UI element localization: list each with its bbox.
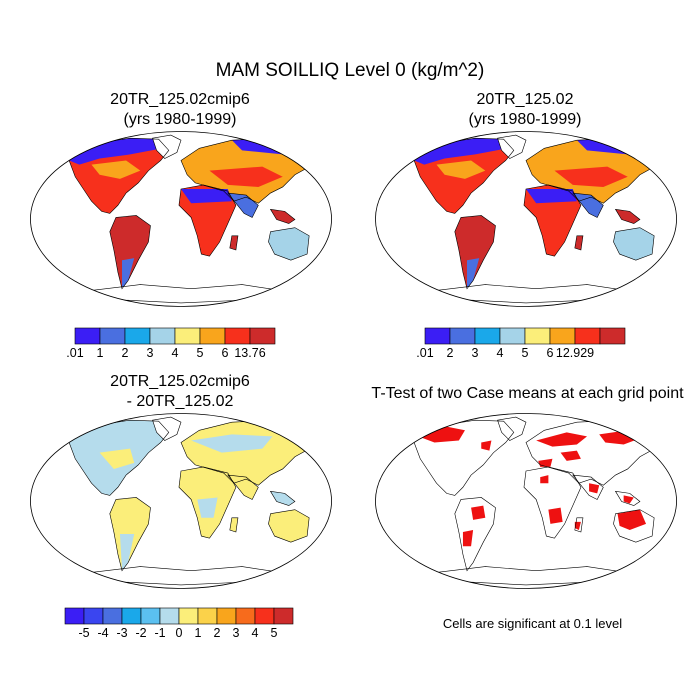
colorbar-box	[474, 327, 501, 345]
colorbar-box	[424, 327, 451, 345]
colorbar-label: 4	[497, 346, 504, 360]
colorbar-box	[549, 327, 576, 345]
panel3-title: 20TR_125.02cmip6 - 20TR_125.02	[25, 372, 335, 412]
colorbar-label: .01	[416, 346, 433, 360]
colorbar-label: 1	[97, 346, 104, 360]
colorbar-box	[102, 607, 123, 625]
colorbar-case-b: .01 2 3 4 5 6 12.929	[416, 327, 626, 360]
colorbar-label: -3	[116, 626, 127, 640]
colorbar-box	[121, 607, 142, 625]
colorbar-label: 5	[271, 626, 278, 640]
colorbar-label: -4	[97, 626, 108, 640]
map-difference	[30, 413, 332, 589]
colorbar-box	[149, 327, 176, 345]
map-ttest	[375, 413, 677, 589]
significance-footnote: Cells are significant at 0.1 level	[442, 616, 623, 631]
colorbar-label: 4	[252, 626, 259, 640]
colorbar-label: 4	[172, 346, 179, 360]
colorbar-label: 6	[222, 346, 229, 360]
colorbar-box	[140, 607, 161, 625]
colorbar-label: -2	[135, 626, 146, 640]
colorbar-box	[524, 327, 551, 345]
colorbar-box	[83, 607, 104, 625]
colorbar-label: 3	[472, 346, 479, 360]
colorbar-box	[574, 327, 601, 345]
land-fill-b	[414, 135, 669, 303]
significant-cells	[418, 426, 647, 547]
colorbar-box	[273, 607, 294, 625]
colorbar-box	[124, 327, 151, 345]
colorbar-box	[197, 607, 218, 625]
colorbar-label: 1	[195, 626, 202, 640]
colorbar-box	[224, 327, 251, 345]
colorbar-box	[99, 327, 126, 345]
colorbar-box	[216, 607, 237, 625]
colorbar-box	[178, 607, 199, 625]
colorbar-box	[174, 327, 201, 345]
panel3-title-line2: - 20TR_125.02	[126, 393, 234, 410]
colorbar-label: 2	[122, 346, 129, 360]
panel2-title-line2: (yrs 1980-1999)	[468, 111, 582, 128]
colorbar-box	[74, 327, 101, 345]
colorbar-box	[159, 607, 180, 625]
colorbar-difference: -5 -4 -3 -2 -1 0 1 2 3 4 5	[64, 607, 294, 640]
panel1-title: 20TR_125.02cmip6 (yrs 1980-1999)	[25, 90, 335, 130]
colorbar-label: -1	[154, 626, 165, 640]
colorbar-box	[64, 607, 85, 625]
colorbar-label: 5	[522, 346, 529, 360]
colorbar-label: 2	[447, 346, 454, 360]
map-case-a	[30, 131, 332, 307]
colorbar-label: .01	[66, 346, 83, 360]
land-fill-a	[69, 135, 324, 303]
colorbar-box	[449, 327, 476, 345]
colorbar-box	[199, 327, 226, 345]
colorbar-label: 13.76	[234, 346, 265, 360]
panel2-title: 20TR_125.02 (yrs 1980-1999)	[365, 90, 685, 130]
colorbar-case-a: .01 1 2 3 4 5 6 13.76	[66, 327, 276, 360]
colorbar-label: 12.929	[556, 346, 594, 360]
map-case-b	[375, 131, 677, 307]
panel2-title-line1: 20TR_125.02	[476, 91, 574, 108]
colorbar-box	[599, 327, 626, 345]
land-fill-diff	[69, 417, 324, 585]
panel1-title-line2: (yrs 1980-1999)	[123, 111, 237, 128]
colorbar-box	[235, 607, 256, 625]
colorbar-label: 6	[547, 346, 554, 360]
colorbar-label: 3	[147, 346, 154, 360]
colorbar-label: -5	[78, 626, 89, 640]
panel4-title: T-Test of two Case means at each grid po…	[371, 385, 684, 402]
colorbar-box	[254, 607, 275, 625]
panel1-title-line1: 20TR_125.02cmip6	[110, 91, 250, 108]
colorbar-label: 0	[176, 626, 183, 640]
panel3-title-line1: 20TR_125.02cmip6	[110, 373, 250, 390]
colorbar-box	[249, 327, 276, 345]
colorbar-box	[499, 327, 526, 345]
main-title: MAM SOILLIQ Level 0 (kg/m^2)	[215, 60, 485, 81]
colorbar-label: 3	[233, 626, 240, 640]
colorbar-label: 2	[214, 626, 221, 640]
colorbar-label: 5	[197, 346, 204, 360]
